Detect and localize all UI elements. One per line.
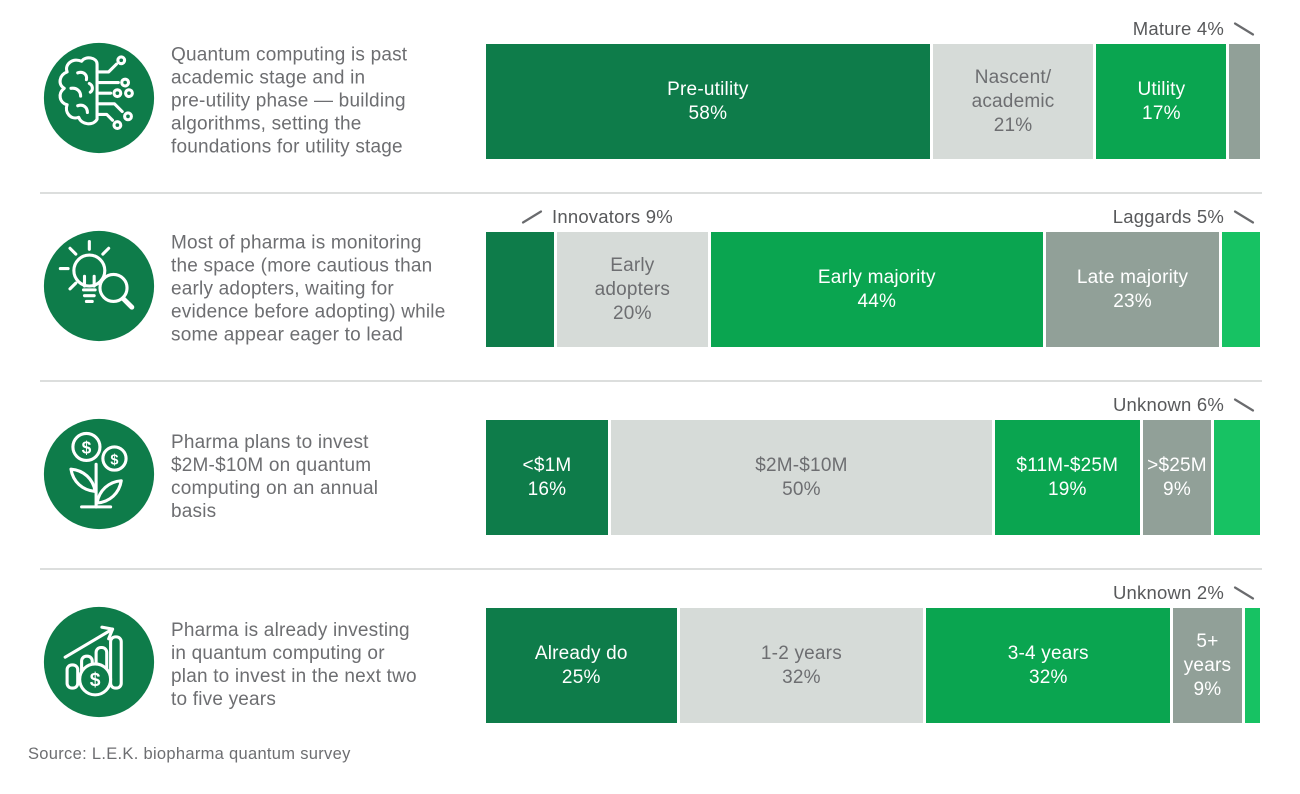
callout-line: Unknown 2% bbox=[486, 577, 1260, 608]
callout-right: Unknown 2% bbox=[1113, 582, 1260, 604]
bar-segment-2m-10m: $2M-$10M 50% bbox=[610, 420, 992, 535]
row-description: Most of pharma is monitoring the space (… bbox=[171, 232, 446, 346]
bar-segment-laggards bbox=[1222, 232, 1260, 347]
bar-segment-unknown bbox=[1214, 420, 1260, 535]
segment-label: Nascent/ academic 21% bbox=[971, 66, 1055, 136]
svg-text:$: $ bbox=[110, 452, 118, 468]
bar-segment-5-years: 5+ years 9% bbox=[1173, 608, 1242, 723]
bar-segment-early-majority: Early majority 44% bbox=[710, 232, 1043, 347]
row-description: Pharma is already investing in quantum c… bbox=[171, 620, 417, 710]
bar-segment-nascent-academic: Nascent/ academic 21% bbox=[932, 44, 1094, 159]
bar-segment-1-2-years: 1-2 years 32% bbox=[679, 608, 924, 723]
bar-segment-late-majority: Late majority 23% bbox=[1045, 232, 1220, 347]
callout-right: Laggards 5% bbox=[1113, 206, 1260, 228]
bar-segment-unknown bbox=[1244, 608, 1260, 723]
callout-slash-icon bbox=[520, 209, 544, 225]
callout-label-laggards: Laggards 5% bbox=[1112, 206, 1224, 227]
bar-segment-25m: >$25M 9% bbox=[1142, 420, 1212, 535]
bar-segment-pre-utility: Pre-utility 58% bbox=[486, 44, 930, 159]
divider bbox=[40, 568, 1262, 570]
chart-row-3: $ $ Pharma plans to invest $2M-$10M on qua… bbox=[0, 376, 1300, 564]
source-note: Source: L.E.K. biopharma quantum survey bbox=[28, 745, 351, 763]
bar-area: Innovators 9% Laggards 5% Early adopters 2… bbox=[486, 201, 1260, 347]
divider bbox=[40, 380, 1262, 382]
callout-line: Unknown 6% bbox=[486, 389, 1260, 420]
chart-row-1: Quantum computing is past academic stage… bbox=[0, 0, 1300, 188]
segment-label: Early majority 44% bbox=[817, 266, 936, 312]
divider bbox=[40, 192, 1262, 194]
callout-left: Innovators 9% bbox=[486, 206, 673, 228]
row-description: Pharma plans to invest $2M-$10M on quant… bbox=[171, 432, 379, 522]
bar-segment-1m: <$1M 16% bbox=[486, 420, 608, 535]
bar-segment-3-4-years: 3-4 years 32% bbox=[926, 608, 1171, 723]
callout-label-mature: Mature 4% bbox=[1132, 18, 1224, 39]
stacked-bar: <$1M 16% $2M-$10M 50% $11M-$25M 19% >$25M 9… bbox=[486, 420, 1260, 535]
segment-label: $11M-$25M 19% bbox=[1016, 454, 1119, 500]
bar-segment-early-adopters: Early adopters 20% bbox=[556, 232, 708, 347]
chart-row-4: $ Pharma is already investing in quantum … bbox=[0, 564, 1300, 752]
callout-slash-icon bbox=[1232, 21, 1256, 37]
svg-text:$: $ bbox=[82, 438, 92, 458]
brain-circuit-icon bbox=[41, 40, 157, 156]
bar-segment-utility: Utility 17% bbox=[1096, 44, 1227, 159]
segment-label: $2M-$10M 50% bbox=[755, 454, 848, 500]
callout-slash-icon bbox=[1232, 585, 1256, 601]
bar-area: Unknown 2% Already do 25% 1-2 years 32% 3-4… bbox=[486, 577, 1260, 723]
growth-chart-icon: $ bbox=[41, 604, 157, 720]
callout-label-unknown: Unknown 6% bbox=[1112, 394, 1224, 415]
callout-label-innovators: Innovators 9% bbox=[552, 206, 673, 227]
stacked-bar: Already do 25% 1-2 years 32% 3-4 years 32%… bbox=[486, 608, 1260, 723]
chart-row-2: Most of pharma is monitoring the space (… bbox=[0, 188, 1300, 376]
segment-label: Already do 25% bbox=[534, 642, 628, 688]
callout-right: Mature 4% bbox=[1133, 18, 1260, 40]
segment-label: 5+ years 9% bbox=[1183, 630, 1232, 700]
segment-label: Utility 17% bbox=[1137, 78, 1186, 124]
segment-label: Early adopters 20% bbox=[594, 254, 671, 324]
row-description: Quantum computing is past academic stage… bbox=[171, 44, 408, 158]
segment-label: 1-2 years 32% bbox=[760, 642, 842, 688]
bar-segment-innovators bbox=[486, 232, 554, 347]
lightbulb-magnifier-icon bbox=[41, 228, 157, 344]
callout-slash-icon bbox=[1232, 397, 1256, 413]
segment-label: Late majority 23% bbox=[1076, 266, 1189, 312]
callout-line: Mature 4% bbox=[486, 13, 1260, 44]
segment-label: 3-4 years 32% bbox=[1007, 642, 1089, 688]
segment-label: >$25M 9% bbox=[1147, 454, 1207, 500]
callout-slash-icon bbox=[1232, 209, 1256, 225]
svg-text:$: $ bbox=[90, 670, 101, 691]
bar-segment-already-do: Already do 25% bbox=[486, 608, 677, 723]
money-plant-icon: $ $ bbox=[41, 416, 157, 532]
segment-label: Pre-utility 58% bbox=[667, 78, 749, 124]
stacked-bar: Early adopters 20% Early majority 44% Late… bbox=[486, 232, 1260, 347]
callout-label-unknown: Unknown 2% bbox=[1112, 582, 1224, 603]
bar-segment-11m-25m: $11M-$25M 19% bbox=[994, 420, 1140, 535]
segment-label: <$1M 16% bbox=[522, 454, 572, 500]
bar-segment-mature bbox=[1229, 44, 1260, 159]
callout-right: Unknown 6% bbox=[1113, 394, 1260, 416]
stacked-bar: Pre-utility 58% Nascent/ academic 21% Util… bbox=[486, 44, 1260, 159]
callout-line: Innovators 9% Laggards 5% bbox=[486, 201, 1260, 232]
bar-area: Unknown 6% <$1M 16% $2M-$10M 50% $11M-$25M … bbox=[486, 389, 1260, 535]
bar-area: Mature 4% Pre-utility 58% Nascent/ academi… bbox=[486, 13, 1260, 159]
